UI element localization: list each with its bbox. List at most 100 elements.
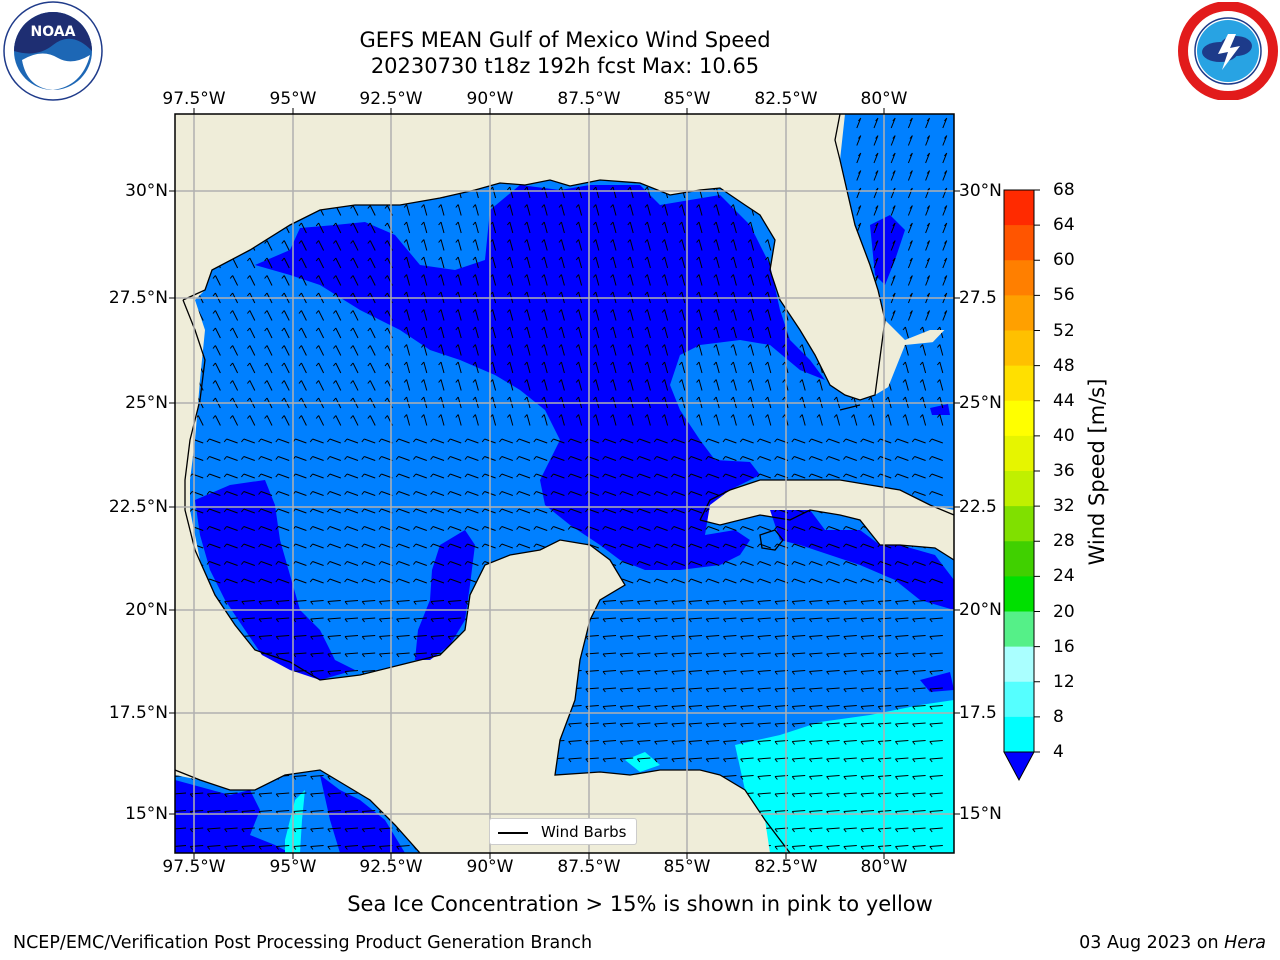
colorbar-tick-label: 24 <box>1053 566 1075 587</box>
wind-barb <box>705 438 720 444</box>
wind-barb <box>223 543 238 549</box>
wind-barb <box>315 222 325 234</box>
wind-barb <box>929 705 943 710</box>
wind-barb <box>791 456 806 461</box>
wind-barb <box>688 845 703 850</box>
wind-barb <box>379 740 393 745</box>
wind-barb <box>843 792 857 798</box>
wind-barb <box>809 775 823 780</box>
wind-barb <box>911 508 926 514</box>
wind-barb <box>833 204 841 216</box>
wind-barb <box>942 275 948 286</box>
wind-barb <box>925 257 931 269</box>
wind-barb <box>178 257 187 269</box>
wind-barb <box>516 845 531 850</box>
wind-barb <box>430 473 445 479</box>
wind-barb <box>224 617 238 623</box>
wind-barb <box>860 757 875 763</box>
wind-barb <box>925 275 931 286</box>
wind-barb <box>696 361 703 374</box>
wind-barb <box>298 135 307 146</box>
wind-barb <box>224 757 238 763</box>
wind-barb <box>696 134 703 146</box>
wind-barb <box>895 845 909 850</box>
wind-barb <box>791 775 806 780</box>
wind-barb <box>350 170 359 181</box>
wind-barb <box>843 526 857 531</box>
noaa-logo: NOAA <box>3 1 103 101</box>
wind-barb <box>175 543 187 549</box>
wind-barb <box>447 722 462 728</box>
wind-barb <box>809 600 823 605</box>
wind-barb <box>499 775 513 780</box>
wind-barb <box>696 414 703 426</box>
wind-barb <box>860 561 875 566</box>
wind-barb <box>825 456 840 461</box>
wind-barb <box>550 578 565 584</box>
wind-barb <box>206 508 221 514</box>
wind-barb <box>361 845 376 850</box>
wind-barb <box>482 652 496 658</box>
map-title: GEFS MEAN Gulf of Mexico Wind Speed <box>359 28 771 52</box>
y-tick-label-left: 17.5°N <box>108 703 168 723</box>
wind-barb <box>551 670 565 675</box>
wind-barb <box>575 134 583 146</box>
wind-barb <box>912 670 926 675</box>
wind-barb <box>619 600 634 605</box>
wind-barb <box>894 508 909 514</box>
wind-barb <box>247 117 256 129</box>
wind-barb <box>396 617 410 623</box>
wind-barb <box>765 326 772 339</box>
wind-barb <box>350 327 359 339</box>
wind-barb <box>791 827 806 833</box>
wind-barb <box>438 256 445 269</box>
wind-barb <box>907 240 913 251</box>
wind-barb <box>516 600 531 605</box>
colorbar-bin <box>1004 260 1034 296</box>
wind-barb <box>568 617 582 623</box>
wind-barb <box>860 827 875 833</box>
wind-barb <box>929 561 943 566</box>
wind-barb <box>206 438 221 444</box>
wind-barb <box>843 491 857 496</box>
wind-barb <box>224 845 238 850</box>
wind-barb <box>178 205 187 216</box>
wind-barb <box>350 152 359 164</box>
wind-barb <box>281 222 290 234</box>
wind-barb <box>575 414 583 426</box>
wind-barb <box>602 792 617 798</box>
wind-barb <box>516 578 531 584</box>
wind-barb <box>619 670 634 675</box>
wind-barb <box>275 635 290 640</box>
colorbar-bin <box>1004 400 1034 437</box>
colorbar-tick-label: 64 <box>1053 215 1075 236</box>
wind-barb <box>455 169 462 181</box>
wind-barb <box>558 186 565 199</box>
wind-barb <box>533 543 548 549</box>
wind-barb <box>524 169 531 181</box>
wind-barb <box>447 827 462 833</box>
wind-barb <box>189 722 204 728</box>
wind-barb <box>224 670 238 675</box>
wind-barb <box>730 361 737 374</box>
wind-barb <box>585 687 599 693</box>
wind-barb <box>723 792 737 798</box>
wind-barb <box>816 274 823 286</box>
wind-barb <box>447 635 462 640</box>
wind-barb <box>942 135 948 146</box>
wind-barb <box>189 775 204 780</box>
wind-barb <box>241 526 255 531</box>
wind-barb <box>713 204 720 216</box>
wind-barb <box>430 438 445 444</box>
wind-barb <box>541 204 548 216</box>
wind-barb <box>403 169 411 181</box>
wind-barb <box>472 116 479 129</box>
wind-barb <box>367 135 376 146</box>
wind-barb <box>757 740 771 745</box>
wind-barb <box>223 526 238 531</box>
wind-barb <box>541 274 548 286</box>
wind-barb <box>178 380 187 391</box>
wind-barb <box>799 186 806 199</box>
wind-barb <box>189 670 204 675</box>
wind-barb <box>395 561 410 566</box>
